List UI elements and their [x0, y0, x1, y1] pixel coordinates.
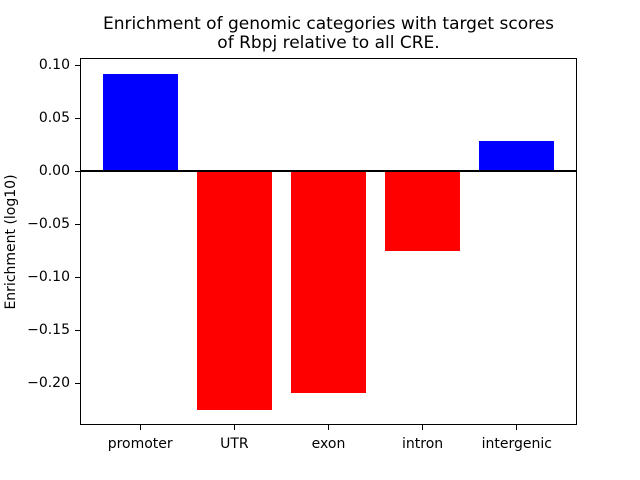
y-tick-mark	[75, 64, 80, 66]
y-tick-mark	[75, 276, 80, 278]
x-tick-label-exon: exon	[311, 436, 346, 452]
x-tick-label-intron: intron	[402, 436, 444, 452]
y-tick-mark	[75, 170, 80, 172]
y-tick-label: −0.05	[27, 216, 70, 232]
x-tick-mark	[422, 425, 424, 430]
bar-exon	[290, 171, 367, 393]
axes-box	[80, 58, 577, 425]
chart-title: Enrichment of genomic categories with ta…	[80, 15, 577, 53]
x-tick-mark	[516, 425, 518, 430]
bar-promoter	[102, 73, 178, 171]
y-tick-label: −0.10	[27, 269, 70, 285]
x-tick-mark	[233, 425, 235, 430]
y-tick-mark	[75, 117, 80, 119]
y-tick-mark	[75, 382, 80, 384]
bar-intergenic	[479, 141, 555, 171]
x-tick-label-promoter: promoter	[107, 436, 173, 452]
x-tick-label-UTR: UTR	[220, 436, 249, 452]
zero-line	[80, 170, 577, 172]
y-tick-label: −0.20	[27, 375, 70, 391]
y-tick-label: 0.05	[38, 110, 70, 126]
bar-intron	[385, 171, 461, 251]
y-tick-mark	[75, 223, 80, 225]
chart-title-line2: of Rbpj relative to all CRE.	[217, 33, 440, 53]
x-tick-label-intergenic: intergenic	[481, 436, 552, 452]
y-tick-label: −0.15	[27, 322, 70, 338]
bar-UTR	[196, 171, 272, 410]
y-tick-label: 0.10	[38, 57, 70, 73]
x-tick-mark	[139, 425, 141, 430]
y-axis-label: Enrichment (log10)	[3, 174, 19, 310]
x-tick-mark	[328, 425, 329, 430]
y-tick-label: 0.00	[38, 163, 70, 179]
y-tick-mark	[75, 329, 80, 331]
chart-title-line1: Enrichment of genomic categories with ta…	[102, 14, 555, 34]
